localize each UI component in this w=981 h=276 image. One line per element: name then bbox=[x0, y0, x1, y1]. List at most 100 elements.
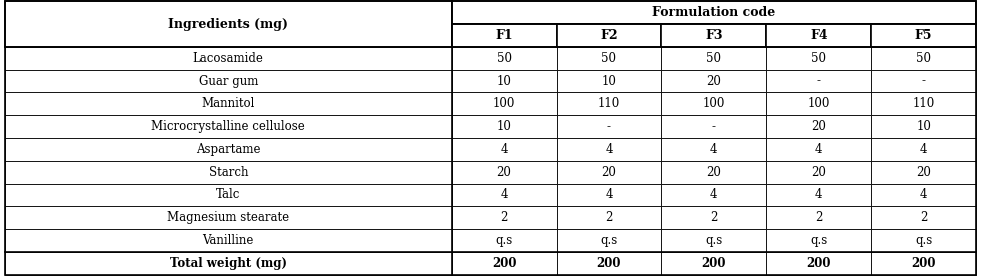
Bar bbox=[451, 70, 556, 92]
Bar bbox=[5, 184, 451, 206]
Text: 100: 100 bbox=[492, 97, 515, 110]
Text: 10: 10 bbox=[601, 75, 616, 87]
Text: 4: 4 bbox=[710, 143, 718, 156]
Text: 4: 4 bbox=[605, 143, 613, 156]
Bar bbox=[766, 161, 871, 184]
Text: 2: 2 bbox=[710, 211, 717, 224]
Text: 20: 20 bbox=[811, 166, 826, 179]
Bar bbox=[451, 1, 976, 24]
Text: q.s: q.s bbox=[705, 234, 722, 247]
Text: 110: 110 bbox=[912, 97, 935, 110]
Text: 4: 4 bbox=[500, 189, 508, 201]
Text: 20: 20 bbox=[916, 166, 931, 179]
Text: 100: 100 bbox=[702, 97, 725, 110]
Text: 20: 20 bbox=[706, 166, 721, 179]
Text: 20: 20 bbox=[496, 166, 511, 179]
Bar bbox=[766, 115, 871, 138]
Bar bbox=[661, 115, 766, 138]
Bar bbox=[5, 115, 451, 138]
Bar bbox=[451, 24, 556, 47]
Text: q.s: q.s bbox=[600, 234, 618, 247]
Text: -: - bbox=[922, 75, 926, 87]
Text: 4: 4 bbox=[815, 189, 822, 201]
Bar bbox=[871, 115, 976, 138]
Bar bbox=[766, 252, 871, 275]
Bar bbox=[871, 47, 976, 70]
Bar bbox=[661, 138, 766, 161]
Bar bbox=[871, 252, 976, 275]
Text: -: - bbox=[607, 120, 611, 133]
Text: 50: 50 bbox=[811, 52, 826, 65]
Bar bbox=[451, 184, 556, 206]
Text: -: - bbox=[712, 120, 716, 133]
Bar bbox=[556, 115, 661, 138]
Bar bbox=[661, 206, 766, 229]
Bar bbox=[871, 92, 976, 115]
Bar bbox=[661, 229, 766, 252]
Text: 50: 50 bbox=[601, 52, 616, 65]
Bar bbox=[661, 92, 766, 115]
Text: 2: 2 bbox=[920, 211, 927, 224]
Bar bbox=[5, 47, 451, 70]
Text: 200: 200 bbox=[911, 257, 936, 270]
Text: Ingredients (mg): Ingredients (mg) bbox=[169, 18, 288, 31]
Text: Vanilline: Vanilline bbox=[203, 234, 254, 247]
Text: q.s: q.s bbox=[915, 234, 932, 247]
Text: Guar gum: Guar gum bbox=[198, 75, 258, 87]
Text: Mannitol: Mannitol bbox=[201, 97, 255, 110]
Text: F1: F1 bbox=[495, 29, 513, 42]
Bar bbox=[556, 252, 661, 275]
Bar bbox=[556, 92, 661, 115]
Text: 200: 200 bbox=[701, 257, 726, 270]
Bar bbox=[5, 92, 451, 115]
Text: 2: 2 bbox=[815, 211, 822, 224]
Bar bbox=[556, 138, 661, 161]
Text: 110: 110 bbox=[597, 97, 620, 110]
Bar bbox=[451, 252, 556, 275]
Text: 200: 200 bbox=[491, 257, 516, 270]
Bar bbox=[661, 184, 766, 206]
Bar bbox=[5, 1, 451, 47]
Text: 2: 2 bbox=[500, 211, 508, 224]
Text: Talc: Talc bbox=[216, 189, 240, 201]
Text: Starch: Starch bbox=[209, 166, 248, 179]
Bar bbox=[871, 206, 976, 229]
Bar bbox=[766, 138, 871, 161]
Text: 4: 4 bbox=[605, 189, 613, 201]
Bar bbox=[451, 206, 556, 229]
Bar bbox=[556, 70, 661, 92]
Bar bbox=[5, 161, 451, 184]
Text: 4: 4 bbox=[710, 189, 718, 201]
Bar bbox=[556, 47, 661, 70]
Bar bbox=[556, 24, 661, 47]
Text: F2: F2 bbox=[600, 29, 618, 42]
Text: Aspartame: Aspartame bbox=[196, 143, 261, 156]
Text: 10: 10 bbox=[916, 120, 931, 133]
Text: 10: 10 bbox=[496, 75, 511, 87]
Bar bbox=[5, 229, 451, 252]
Text: 50: 50 bbox=[706, 52, 721, 65]
Text: 100: 100 bbox=[807, 97, 830, 110]
Bar bbox=[871, 161, 976, 184]
Text: 4: 4 bbox=[920, 143, 927, 156]
Bar bbox=[556, 229, 661, 252]
Text: 200: 200 bbox=[806, 257, 831, 270]
Text: 20: 20 bbox=[811, 120, 826, 133]
Bar bbox=[871, 138, 976, 161]
Bar bbox=[556, 206, 661, 229]
Bar bbox=[451, 92, 556, 115]
Text: 4: 4 bbox=[500, 143, 508, 156]
Bar bbox=[5, 70, 451, 92]
Text: 50: 50 bbox=[916, 52, 931, 65]
Text: Formulation code: Formulation code bbox=[652, 6, 776, 19]
Bar bbox=[451, 161, 556, 184]
Bar bbox=[766, 92, 871, 115]
Text: 20: 20 bbox=[601, 166, 616, 179]
Bar bbox=[451, 138, 556, 161]
Bar bbox=[871, 70, 976, 92]
Text: 20: 20 bbox=[706, 75, 721, 87]
Bar bbox=[766, 229, 871, 252]
Text: Lacosamide: Lacosamide bbox=[193, 52, 264, 65]
Bar bbox=[661, 70, 766, 92]
Bar bbox=[871, 184, 976, 206]
